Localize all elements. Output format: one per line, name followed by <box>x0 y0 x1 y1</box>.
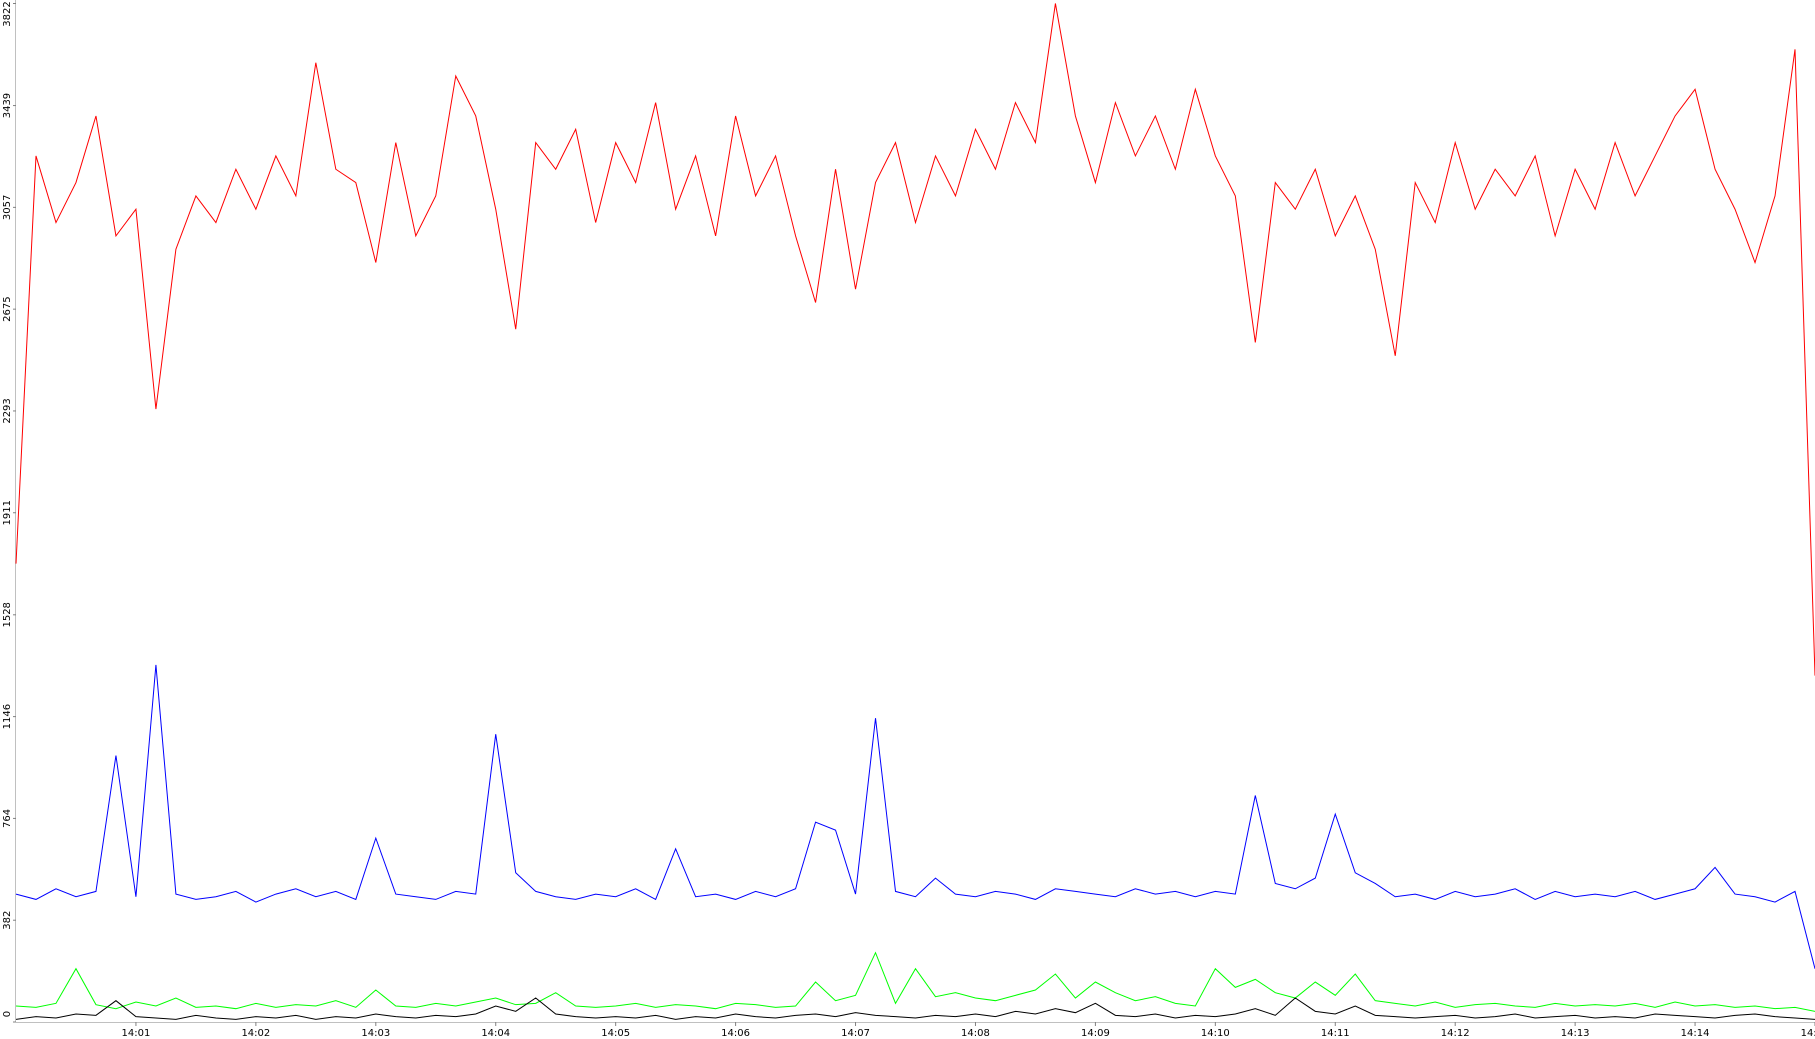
x-tick-label: 14:14 <box>1681 1028 1710 1039</box>
x-tick-label: 14:02 <box>241 1028 270 1039</box>
series-line <box>15 3 1815 676</box>
y-tick-label: 0 <box>2 1011 13 1017</box>
x-tick-label: 14:05 <box>601 1028 630 1039</box>
series-line <box>15 664 1815 969</box>
y-tick-label: 1528 <box>2 602 13 627</box>
x-tick-label: 14:04 <box>481 1028 510 1039</box>
series-line <box>15 997 1815 1020</box>
y-tick-label: 3439 <box>2 93 13 118</box>
x-tick-label: 14:03 <box>361 1028 390 1039</box>
x-tick-label: 14:12 <box>1441 1028 1470 1039</box>
y-tick-label: 2675 <box>2 296 13 321</box>
x-tick-label: 14:10 <box>1201 1028 1230 1039</box>
x-tick-label: 14:11 <box>1321 1028 1350 1039</box>
x-tick-label: 14:13 <box>1561 1028 1590 1039</box>
x-tick-label: 14:01 <box>122 1028 151 1039</box>
y-tick-label: 3822 <box>2 1 13 26</box>
y-tick-label: 2293 <box>2 398 13 423</box>
y-tick-label: 1146 <box>2 704 13 729</box>
x-tick-label: 14:08 <box>961 1028 990 1039</box>
x-tick-label: 14:07 <box>841 1028 870 1039</box>
series-line <box>15 951 1815 1012</box>
y-tick-label: 382 <box>2 911 13 930</box>
y-tick-label: 764 <box>2 809 13 828</box>
y-tick-label: 1911 <box>2 500 13 525</box>
x-tick-label: 14:06 <box>721 1028 750 1039</box>
x-tick-label: 14:09 <box>1081 1028 1110 1039</box>
x-tick-label: 14:15 <box>1801 1028 1815 1039</box>
y-tick-label: 3057 <box>2 195 13 220</box>
